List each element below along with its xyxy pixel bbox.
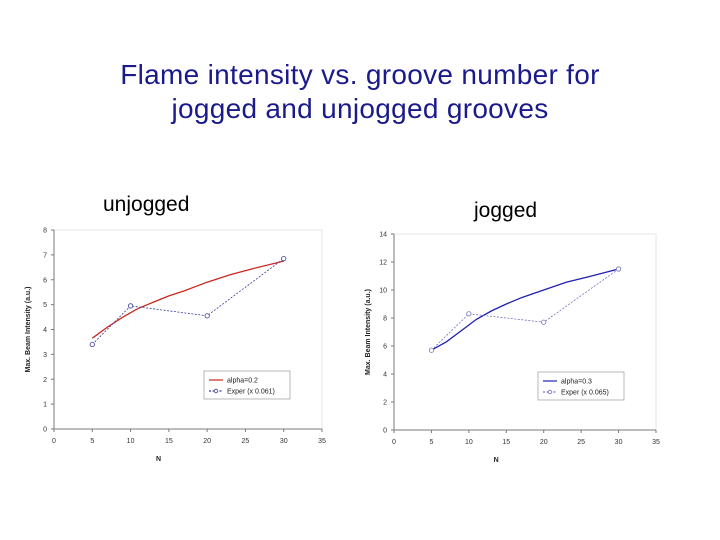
legend-box	[203, 370, 291, 400]
data-point	[89, 341, 95, 348]
title-line-2: jogged and unjogged grooves	[171, 93, 549, 124]
y-tick-label: 6	[43, 277, 47, 284]
legend-entry: alpha=0.3	[561, 379, 592, 386]
panel-label-jogged: jogged	[474, 199, 538, 222]
series-line-0	[91, 260, 284, 339]
title-line-1: Flame intensity vs. groove number for	[120, 59, 600, 90]
series-line-0	[431, 268, 619, 351]
x-tick-label: 5	[429, 439, 433, 446]
x-tick-label: 35	[652, 439, 660, 446]
x-tick-label: 25	[577, 439, 585, 446]
x-tick-label: 10	[465, 439, 473, 446]
x-tick-label: 20	[540, 439, 548, 446]
y-tick-label: 10	[379, 288, 387, 295]
x-tick-label: 35	[318, 438, 326, 445]
data-point	[466, 311, 472, 317]
y-tick-label: 8	[383, 316, 387, 323]
y-axis-label: Max. Beam Intensity (a.u.)	[365, 289, 372, 375]
y-tick-label: 8	[43, 228, 47, 235]
y-tick-label: 0	[43, 427, 47, 434]
data-point	[615, 266, 622, 272]
x-tick-label: 10	[127, 438, 135, 445]
x-tick-label: 25	[242, 438, 250, 445]
y-tick-label: 1	[43, 402, 47, 409]
legend-entry: Exper (x 0.065)	[561, 390, 609, 397]
x-tick-label: 15	[502, 439, 510, 446]
plot-area	[393, 233, 657, 431]
y-axis-label: Max. Beam Intensity (a.u.)	[25, 287, 32, 373]
y-tick-label: 5	[43, 302, 47, 309]
y-tick-label: 7	[43, 252, 47, 259]
x-tick-label: 30	[280, 438, 288, 445]
x-axis-label: N	[494, 457, 499, 464]
data-point	[428, 347, 435, 353]
y-tick-label: 4	[383, 372, 387, 379]
y-tick-label: 3	[43, 352, 47, 359]
legend-marker	[213, 388, 219, 394]
chart-unjogged: 0 5 10 15 20 25 30 35 0 1 2 3 4 5 6 7 8 N Max. Beam Intens…	[25, 228, 326, 464]
y-tick-label: 2	[43, 377, 47, 384]
y-tick-label: 6	[383, 344, 387, 351]
x-tick-label: 20	[203, 438, 211, 445]
legend-entry: alpha=0.2	[227, 378, 258, 385]
series-line-1	[431, 268, 619, 351]
x-tick-label: 0	[392, 439, 396, 446]
series-line-1	[92, 258, 284, 345]
data-point	[204, 313, 210, 319]
legend-box	[537, 371, 625, 401]
y-tick-label: 2	[383, 400, 387, 407]
legend-entry: Exper (x 0.061)	[227, 389, 275, 396]
page-title: Flame intensity vs. groove number for jo…	[0, 58, 720, 126]
x-axis-label: N	[156, 456, 161, 463]
data-point	[541, 319, 547, 325]
data-point	[127, 303, 134, 309]
x-tick-label: 5	[90, 438, 94, 445]
chart-jogged: 0 5 10 15 20 25 30 35 0 2 4 6 8 10 12 14 N Max. Beam Inte…	[365, 232, 660, 465]
y-tick-label: 4	[43, 327, 47, 334]
x-tick-label: 15	[165, 438, 173, 445]
y-tick-label: 14	[379, 232, 387, 239]
y-tick-label: 12	[379, 260, 387, 267]
legend-marker	[547, 389, 553, 395]
data-point	[281, 256, 287, 262]
x-tick-label: 30	[615, 439, 623, 446]
x-tick-label: 0	[52, 438, 56, 445]
y-tick-label: 0	[383, 428, 387, 435]
panel-label-unjogged: unjogged	[103, 193, 190, 216]
